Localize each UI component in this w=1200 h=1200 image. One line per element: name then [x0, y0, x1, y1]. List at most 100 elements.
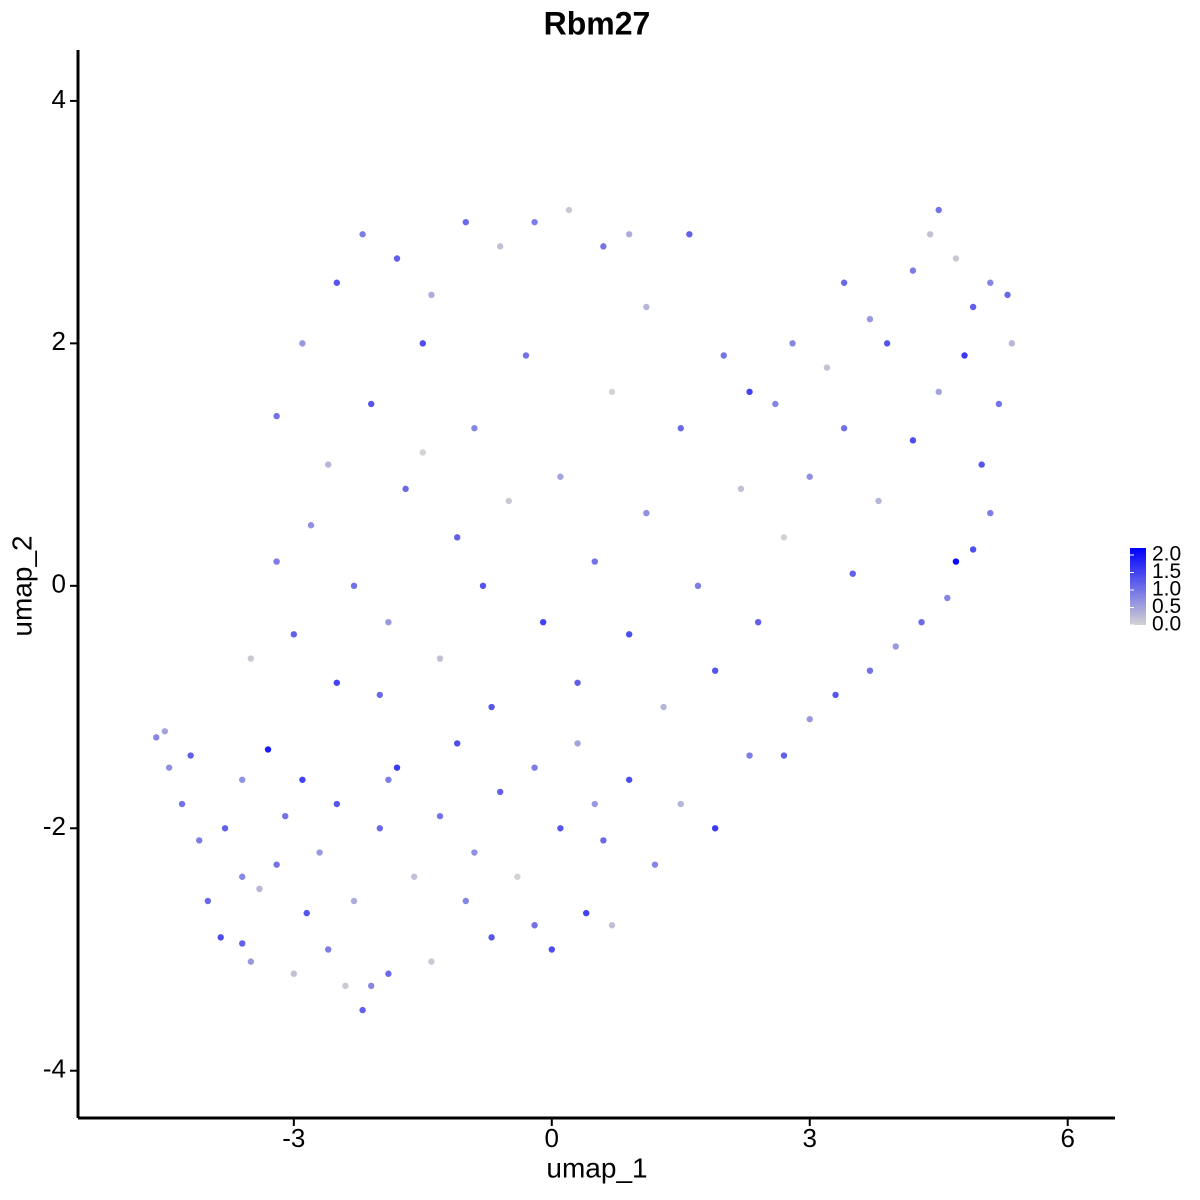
- point: [273, 558, 280, 565]
- colorbar-tick-label: 1.5: [1152, 560, 1181, 583]
- point: [350, 582, 358, 590]
- point: [651, 861, 659, 868]
- point: [600, 243, 607, 250]
- point: [935, 388, 942, 396]
- y-tick-label: -4: [43, 1054, 66, 1084]
- point: [987, 279, 994, 286]
- point: [153, 734, 160, 741]
- point: [333, 279, 341, 286]
- point: [565, 206, 573, 214]
- point: [239, 873, 246, 880]
- point: [368, 400, 375, 408]
- point: [746, 752, 753, 759]
- point: [608, 922, 616, 929]
- point: [643, 509, 650, 517]
- point: [393, 764, 401, 771]
- point: [303, 909, 310, 917]
- y-tick-label: 4: [52, 84, 66, 114]
- point: [789, 340, 796, 347]
- point: [161, 728, 169, 735]
- point: [496, 788, 504, 796]
- point: [892, 643, 899, 650]
- colorbar-tick-label: 1.0: [1152, 578, 1181, 601]
- point: [926, 231, 934, 238]
- point: [832, 691, 839, 699]
- point: [385, 618, 392, 626]
- point: [316, 849, 323, 856]
- point: [780, 752, 788, 759]
- x-tick-label: 6: [1060, 1123, 1074, 1153]
- point: [436, 812, 444, 820]
- y-axis-label: umap_2: [6, 535, 37, 636]
- point: [909, 437, 917, 444]
- point: [204, 897, 212, 905]
- point: [333, 800, 341, 808]
- point: [514, 873, 521, 880]
- point: [368, 982, 375, 990]
- point: [479, 582, 487, 590]
- point: [625, 631, 633, 638]
- point: [978, 461, 985, 468]
- point: [849, 570, 856, 577]
- point: [247, 655, 255, 662]
- point: [909, 267, 917, 274]
- chart-title: Rbm27: [544, 5, 651, 41]
- point: [419, 449, 427, 456]
- point: [582, 909, 590, 917]
- point: [737, 485, 745, 493]
- point: [694, 582, 702, 590]
- point: [411, 873, 418, 880]
- point: [359, 1006, 366, 1014]
- point: [462, 897, 470, 905]
- point: [746, 388, 753, 396]
- point: [385, 970, 392, 977]
- point: [969, 546, 977, 553]
- point: [359, 231, 366, 238]
- point: [840, 279, 848, 286]
- point: [935, 206, 942, 214]
- point: [376, 825, 384, 832]
- point: [677, 425, 684, 432]
- point: [643, 303, 650, 311]
- point: [944, 594, 951, 602]
- point: [239, 940, 246, 947]
- point: [1008, 340, 1016, 347]
- point: [548, 946, 555, 953]
- point: [325, 461, 332, 468]
- colorbar: [1130, 548, 1146, 625]
- point: [711, 825, 719, 832]
- point: [995, 400, 1003, 408]
- point: [462, 218, 470, 226]
- point: [428, 291, 435, 299]
- point: [522, 352, 530, 359]
- point: [282, 812, 289, 820]
- point: [720, 352, 727, 359]
- x-tick-label: 0: [545, 1123, 559, 1153]
- point: [307, 522, 315, 529]
- point: [247, 958, 255, 965]
- point: [625, 776, 633, 783]
- point: [591, 558, 598, 565]
- colorbar-tick-label: 0.0: [1152, 613, 1181, 636]
- point: [256, 885, 263, 893]
- y-tick-label: 2: [52, 326, 66, 356]
- point: [165, 764, 173, 771]
- point: [780, 534, 788, 541]
- point: [505, 497, 512, 505]
- point: [866, 315, 874, 323]
- point: [1004, 291, 1011, 299]
- point: [952, 558, 960, 565]
- x-tick-label: 3: [803, 1123, 817, 1153]
- point: [342, 982, 349, 990]
- point: [471, 425, 478, 432]
- point: [290, 970, 298, 977]
- point: [754, 618, 762, 626]
- point: [660, 703, 667, 711]
- point: [178, 800, 186, 808]
- point: [823, 364, 831, 371]
- point: [264, 746, 272, 753]
- point: [428, 958, 435, 965]
- point: [239, 776, 246, 783]
- point: [952, 255, 960, 262]
